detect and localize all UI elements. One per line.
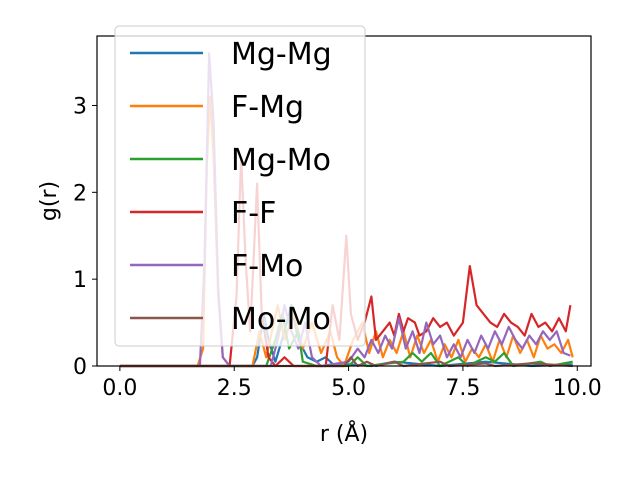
legend-label-f-mg: F-Mg: [231, 90, 304, 125]
legend-label-mg-mg: Mg-Mg: [231, 37, 332, 72]
y-tick-label: 0: [73, 355, 87, 380]
legend-label-mo-mo: Mo-Mo: [231, 302, 331, 337]
legend-label-f-mo: F-Mo: [231, 249, 303, 284]
x-tick-label: 2.5: [217, 376, 252, 401]
x-tick-label: 0.0: [102, 376, 137, 401]
y-tick-label: 1: [73, 268, 87, 293]
x-tick-label: 5.0: [331, 376, 366, 401]
y-axis-label: g(r): [37, 181, 62, 221]
legend-label-mg-mo: Mg-Mo: [231, 143, 331, 178]
y-tick-label: 3: [73, 94, 87, 119]
x-axis-label: r (Å): [320, 420, 368, 447]
legend-box: [114, 25, 366, 347]
series-line-f-f: [119, 156, 572, 368]
legend-label-f-f: F-F: [231, 196, 276, 231]
y-tick-label: 2: [73, 181, 87, 206]
legend: Mg-Mg F-Mg Mg-Mo F-F F-Mo Mo-Mo: [114, 25, 366, 347]
x-tick-label: 10.0: [553, 376, 602, 401]
ticks-layer: 0.0 2.5 5.0 7.5 10.0 0 1 2 3: [73, 94, 602, 401]
x-tick-label: 7.5: [445, 376, 480, 401]
series-line-mg-mo: [119, 312, 573, 368]
